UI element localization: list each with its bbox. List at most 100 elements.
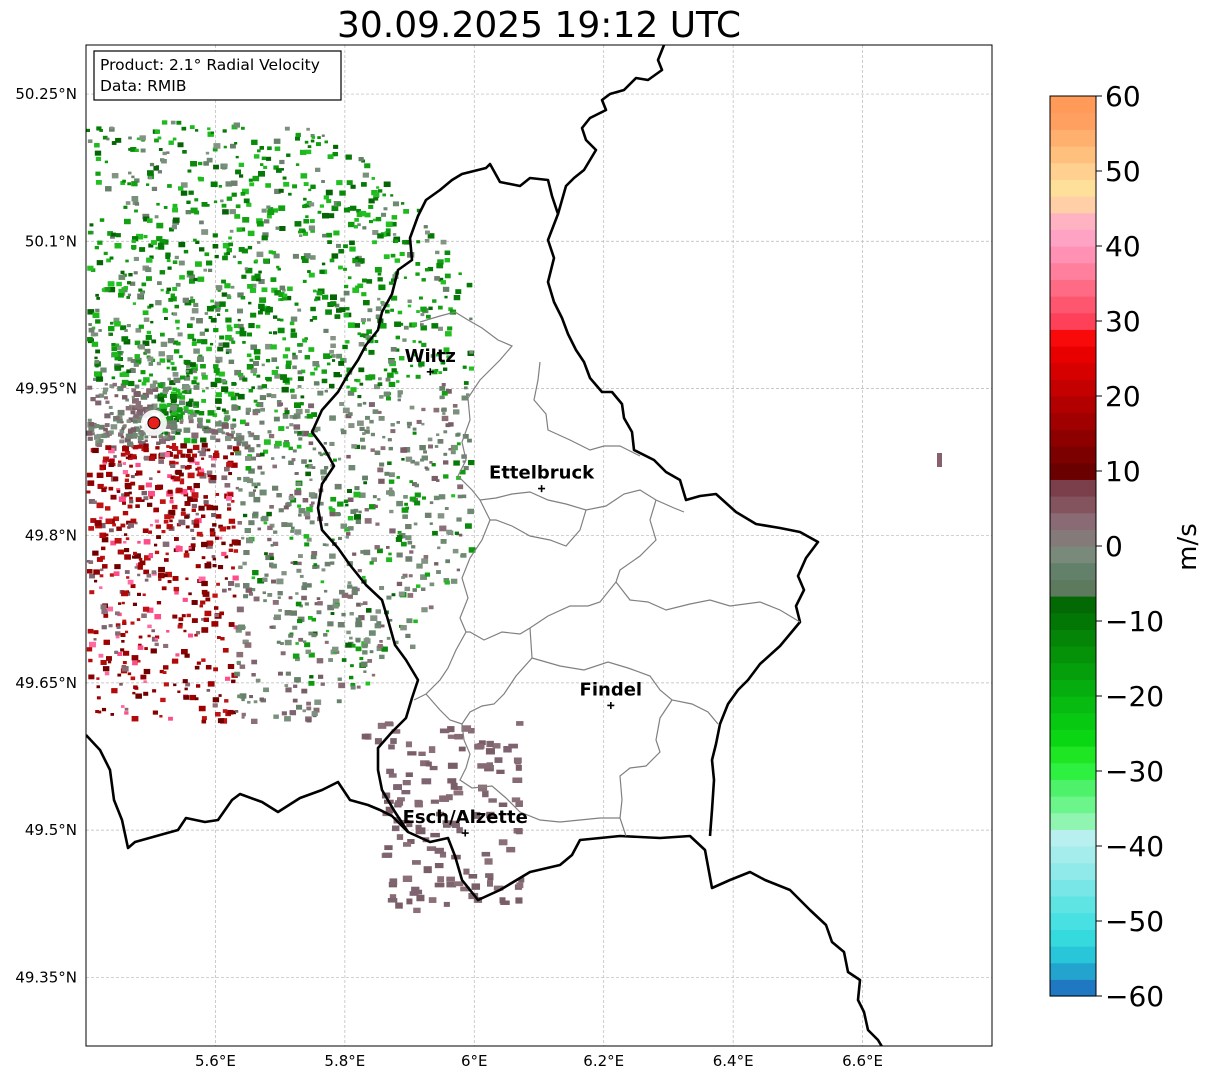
velocity-echo: [103, 639, 110, 645]
velocity-echo: [412, 427, 417, 431]
velocity-echo: [285, 687, 292, 693]
velocity-echo: [197, 276, 205, 282]
velocity-echo: [199, 331, 206, 336]
velocity-echo: [128, 522, 134, 528]
velocity-echo: [386, 636, 391, 640]
velocity-echo: [355, 617, 362, 623]
velocity-echo: [264, 310, 271, 315]
velocity-echo: [340, 357, 344, 361]
velocity-echo: [478, 740, 486, 746]
velocity-echo: [309, 520, 315, 525]
velocity-echo: [334, 483, 342, 490]
velocity-echo: [295, 472, 299, 475]
velocity-echo: [466, 393, 470, 397]
velocity-echo: [242, 377, 248, 382]
velocity-echo: [445, 423, 451, 428]
map-background: [86, 45, 992, 1046]
velocity-echo: [298, 228, 305, 234]
velocity-echo: [243, 550, 250, 556]
velocity-echo: [120, 383, 127, 388]
velocity-echo: [157, 382, 164, 388]
velocity-echo: [439, 395, 444, 400]
velocity-echo: [259, 395, 266, 401]
velocity-echo: [248, 388, 254, 393]
velocity-echo: [312, 447, 317, 451]
velocity-echo: [388, 281, 394, 285]
velocity-echo: [300, 395, 305, 399]
velocity-echo: [331, 253, 339, 259]
velocity-echo: [191, 492, 199, 498]
velocity-echo: [456, 827, 463, 834]
velocity-echo: [233, 549, 239, 553]
velocity-echo: [213, 667, 219, 672]
velocity-echo: [409, 550, 414, 554]
velocity-echo: [248, 323, 255, 329]
velocity-echo: [200, 600, 206, 605]
velocity-echo: [273, 253, 280, 259]
velocity-echo: [87, 337, 93, 342]
velocity-echo: [235, 625, 241, 630]
velocity-echo: [134, 354, 140, 359]
velocity-echo: [391, 368, 397, 373]
velocity-echo: [403, 495, 408, 499]
velocity-echo: [124, 554, 131, 560]
velocity-echo: [308, 225, 316, 231]
velocity-echo: [157, 242, 164, 248]
velocity-echo: [336, 180, 343, 186]
velocity-echo: [436, 433, 440, 437]
velocity-echo: [387, 372, 394, 378]
velocity-echo: [226, 526, 231, 530]
velocity-echo: [136, 618, 141, 621]
velocity-echo: [161, 530, 166, 534]
velocity-echo: [133, 391, 141, 397]
velocity-echo: [174, 430, 181, 435]
velocity-echo: [160, 408, 167, 414]
velocity-echo: [471, 883, 481, 890]
velocity-echo: [488, 798, 497, 803]
velocity-echo: [267, 209, 275, 215]
velocity-echo: [297, 343, 302, 347]
velocity-echo: [184, 687, 188, 691]
velocity-echo: [377, 297, 381, 301]
velocity-echo: [196, 631, 201, 635]
velocity-echo: [317, 136, 321, 139]
velocity-echo: [309, 675, 314, 679]
velocity-echo: [385, 806, 394, 814]
velocity-echo: [310, 554, 317, 560]
velocity-echo: [300, 369, 306, 374]
velocity-echo: [331, 538, 335, 541]
velocity-echo: [215, 712, 221, 717]
velocity-echo: [308, 616, 313, 620]
velocity-echo: [428, 306, 433, 311]
velocity-echo: [248, 491, 256, 497]
velocity-echo: [399, 322, 404, 326]
colorbar-segment: [1050, 712, 1096, 730]
velocity-echo: [143, 235, 148, 239]
velocity-echo: [231, 382, 237, 386]
velocity-echo: [446, 355, 451, 359]
velocity-echo: [294, 302, 299, 306]
velocity-echo: [482, 790, 489, 798]
velocity-echo: [305, 471, 311, 477]
colorbar-segment: [1050, 846, 1096, 864]
velocity-echo: [158, 148, 163, 151]
lon-tick-label: 6.6°E: [842, 1052, 883, 1070]
velocity-echo: [383, 207, 388, 211]
velocity-echo: [277, 318, 281, 321]
velocity-echo: [188, 415, 194, 420]
velocity-echo: [169, 445, 173, 449]
velocity-echo: [383, 368, 388, 372]
velocity-echo: [271, 579, 276, 584]
velocity-echo: [513, 757, 522, 764]
velocity-echo: [271, 251, 277, 255]
velocity-echo: [212, 593, 218, 598]
velocity-echo: [377, 272, 382, 276]
velocity-echo: [424, 466, 428, 469]
velocity-echo: [399, 251, 405, 257]
velocity-echo: [329, 441, 335, 446]
velocity-echo: [444, 273, 451, 279]
velocity-echo: [125, 433, 133, 439]
velocity-echo: [178, 519, 186, 526]
velocity-echo: [206, 689, 211, 692]
